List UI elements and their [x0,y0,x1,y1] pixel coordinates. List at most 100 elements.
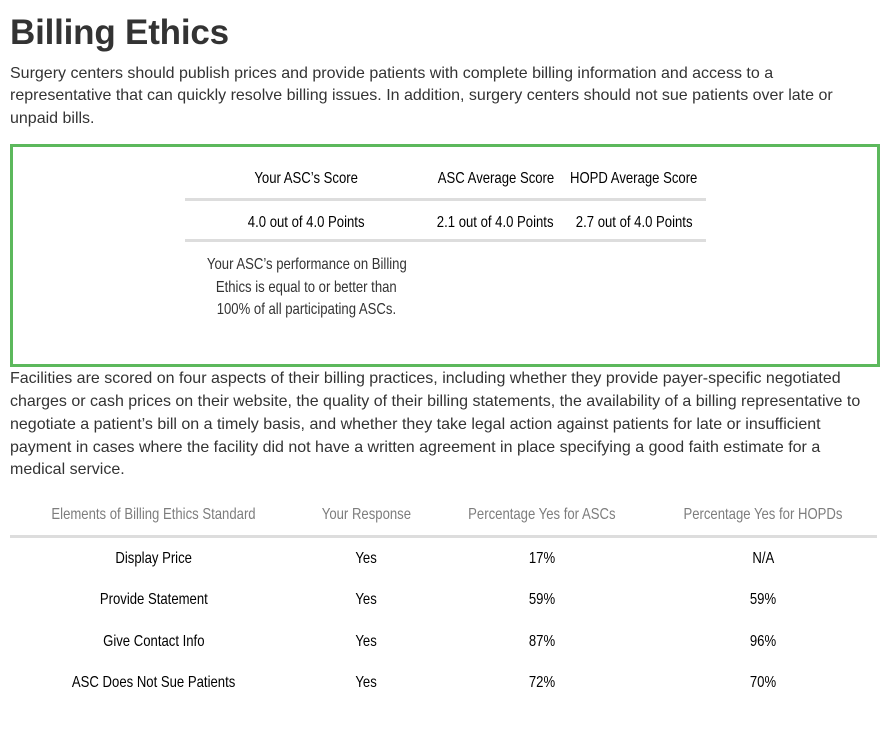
condensed-text: Elements of Billing Ethics Standard [18,504,289,527]
cell-percentage-hopds: 96% [649,621,877,662]
condensed-text: 59% [443,589,641,612]
condensed-text: 100% of all participating ASCs. [193,299,421,322]
condensed-text: Your ASC’s performance on Billing [193,254,421,277]
score-column-label: HOPD Average Score [570,169,698,187]
cell-percentage-hopds: 70% [649,662,877,703]
score-column-label: Your ASC’s Score [254,169,359,187]
score-value-text: 2.7 out of 4.0 Points [575,213,693,231]
condensed-text: Yes [305,631,427,654]
score-summary-panel: Your ASC’s Score ASC Average Score HOPD … [10,143,880,367]
hopd-average-score-value: 2.7 out of 4.0 Points [562,199,706,243]
condensed-text: Give Contact Info [18,631,289,654]
report-page: Billing Ethics Surgery centers should pu… [0,13,887,703]
hopd-percentage-text: 70% [749,674,777,692]
condensed-text: Yes [305,672,427,695]
cell-element: Display Price [10,537,297,580]
condensed-text: Your ASC’s Score [193,168,421,191]
scoring-description-paragraph: Facilities are scored on four aspects of… [10,370,861,479]
performance-note-line: 100% of all participating ASCs. [193,299,421,322]
performance-note: Your ASC’s performance on Billing Ethics… [185,241,429,331]
table-row-display-price: Display Price Yes 17% N/A [10,537,877,580]
column-header-label: Your Response [321,506,411,524]
condensed-text: 2.7 out of 4.0 Points [571,212,698,235]
condensed-text: Percentage Yes for HOPDs [657,504,869,527]
hopd-percentage-text: N/A [752,550,774,568]
score-col-your-asc: Your ASC’s Score [184,159,429,202]
cell-percentage-ascs: 17% [435,537,649,580]
score-values-row: 4.0 out of 4.0 Points 2.1 out of 4.0 Poi… [184,199,706,243]
column-header-label: Elements of Billing Ethics Standard [51,506,256,524]
score-column-label: ASC Average Score [437,169,554,187]
cell-percentage-ascs: 72% [435,662,649,703]
condensed-text: ASC Does Not Sue Patients [18,672,289,695]
empty-cell [429,241,563,331]
response-value-text: Yes [355,550,377,568]
score-col-hopd-average: HOPD Average Score [562,159,706,202]
condensed-text: Ethics is equal to or better than [193,277,421,300]
response-value-text: Yes [355,632,377,650]
cell-your-response: Yes [297,579,435,620]
cell-your-response: Yes [297,662,435,703]
performance-note-line: Ethics is equal to or better than [193,277,421,300]
element-name-text: Display Price [115,550,192,568]
your-asc-score-value: 4.0 out of 4.0 Points [184,199,429,243]
col-elements-standard: Elements of Billing Ethics Standard [10,495,297,539]
response-value-text: Yes [355,674,377,692]
elements-table: Elements of Billing Ethics Standard Your… [10,495,877,703]
page-title: Billing Ethics [10,13,229,52]
condensed-text: 72% [443,672,641,695]
response-value-text: Yes [355,591,377,609]
table-row-give-contact-info: Give Contact Info Yes 87% 96% [10,621,877,662]
condensed-text: 59% [657,589,869,612]
column-header-label: Percentage Yes for ASCs [468,506,616,524]
condensed-text: Provide Statement [18,589,289,612]
empty-cell [563,241,706,331]
hopd-percentage-text: 96% [749,632,777,650]
condensed-text: 17% [443,548,641,571]
column-header-label: Percentage Yes for HOPDs [683,506,843,524]
condensed-text: 2.1 out of 4.0 Points [437,212,555,235]
table-row-asc-does-not-sue: ASC Does Not Sue Patients Yes 72% 70% [10,662,877,703]
performance-note-text: 100% of all participating ASCs. [216,301,397,319]
element-name-text: Provide Statement [99,591,208,609]
condensed-text: 70% [657,672,869,695]
cell-percentage-ascs: 87% [435,621,649,662]
score-value-text: 4.0 out of 4.0 Points [248,213,365,231]
performance-note-text: Your ASC’s performance on Billing [206,255,407,273]
condensed-text: N/A [657,548,869,571]
cell-percentage-ascs: 59% [435,579,649,620]
score-value-text: 2.1 out of 4.0 Points [437,213,554,231]
col-your-response: Your Response [297,495,435,539]
cell-element: Provide Statement [10,579,297,620]
intro-paragraph: Surgery centers should publish prices an… [10,64,833,128]
element-name-text: Give Contact Info [102,632,205,650]
condensed-text: HOPD Average Score [570,168,698,191]
asc-percentage-text: 59% [528,591,556,609]
performance-note-line: Your ASC’s performance on Billing [193,254,421,277]
score-col-asc-average: ASC Average Score [428,159,563,202]
cell-element: ASC Does Not Sue Patients [10,662,297,703]
hopd-percentage-text: 59% [749,591,777,609]
cell-your-response: Yes [297,537,435,580]
condensed-text: 4.0 out of 4.0 Points [193,212,421,235]
asc-percentage-text: 72% [528,674,556,692]
cell-percentage-hopds: 59% [649,579,877,620]
cell-element: Give Contact Info [10,621,297,662]
condensed-text: Yes [305,589,427,612]
asc-percentage-text: 17% [528,550,556,568]
cell-percentage-hopds: N/A [649,537,877,580]
condensed-text: 87% [443,631,641,654]
score-table-header-row: Your ASC’s Score ASC Average Score HOPD … [184,159,706,202]
table-row-provide-statement: Provide Statement Yes 59% 59% [10,579,877,620]
performance-note-text: Ethics is equal to or better than [216,278,397,296]
col-percentage-ascs: Percentage Yes for ASCs [435,495,649,539]
condensed-text: Your Response [305,504,427,527]
condensed-text: Display Price [18,548,289,571]
elements-table-header-row: Elements of Billing Ethics Standard Your… [10,495,877,539]
condensed-text: Yes [305,548,427,571]
condensed-text: Percentage Yes for ASCs [443,504,641,527]
asc-percentage-text: 87% [528,632,556,650]
asc-average-score-value: 2.1 out of 4.0 Points [428,199,563,243]
col-percentage-hopds: Percentage Yes for HOPDs [649,495,877,539]
cell-your-response: Yes [297,621,435,662]
